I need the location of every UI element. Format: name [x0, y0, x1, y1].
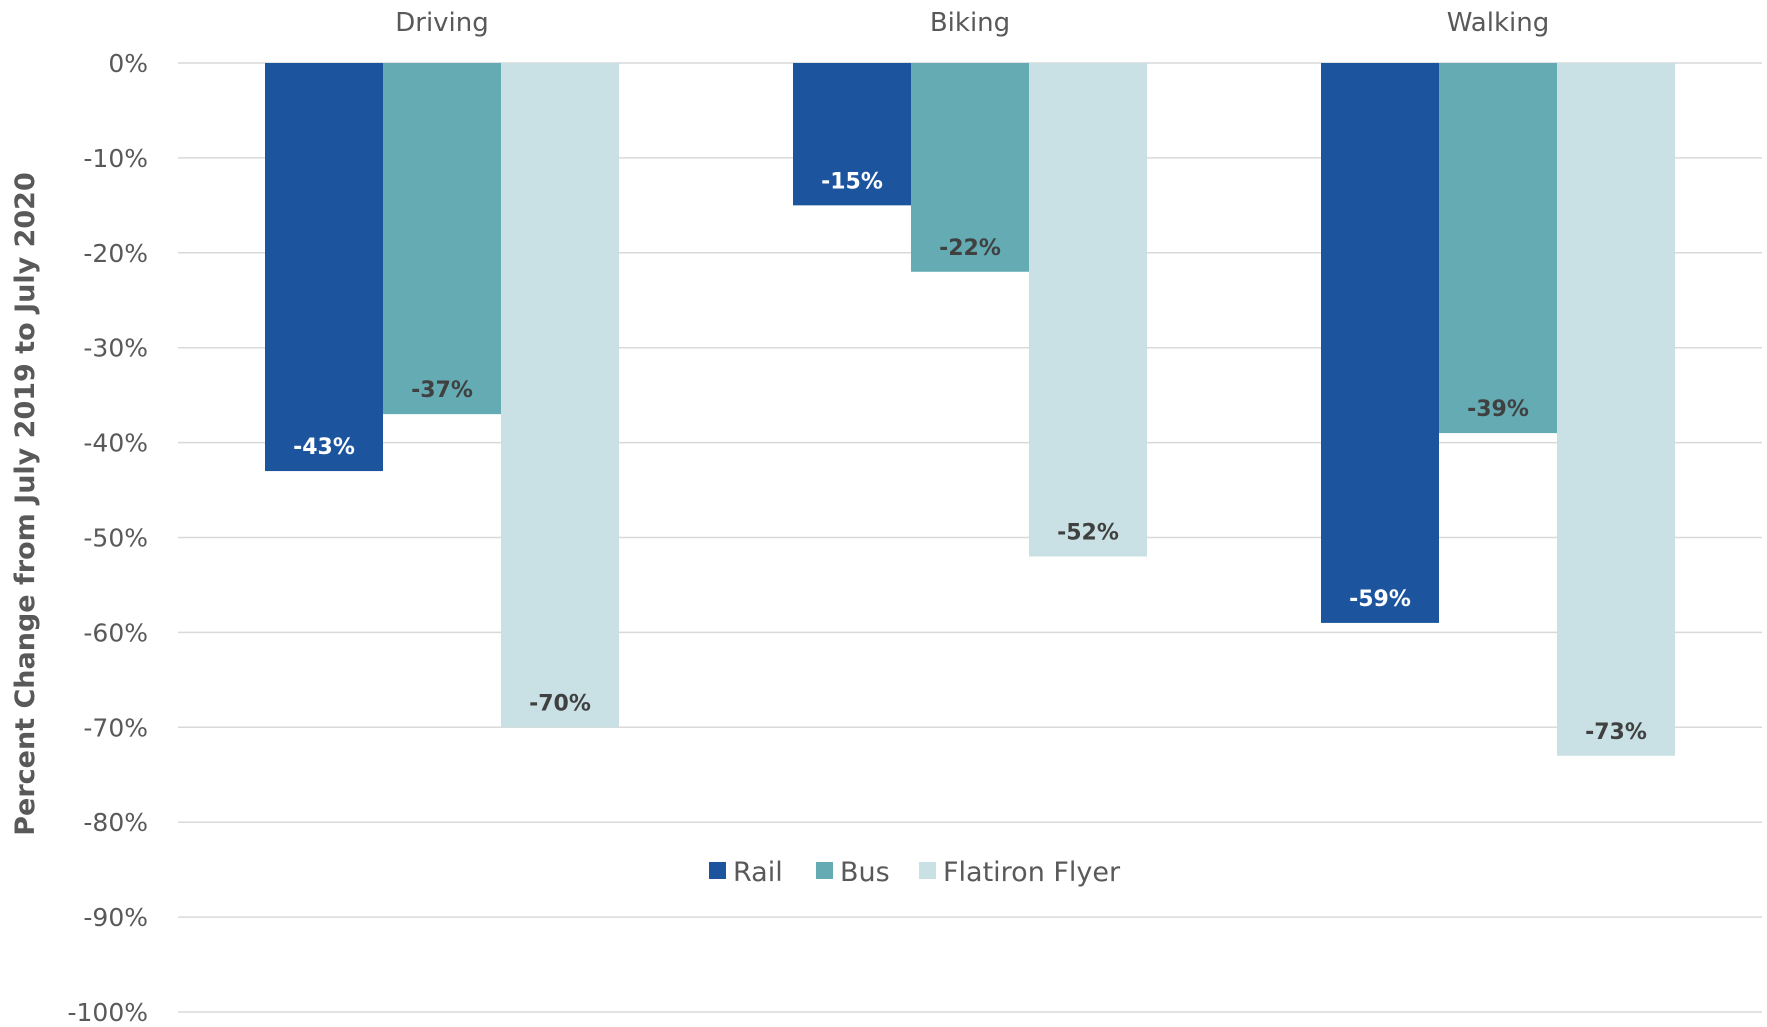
- legend-label: Rail: [733, 857, 783, 888]
- bar: [501, 63, 619, 728]
- y-tick-label: 0%: [108, 49, 148, 78]
- y-tick-label: -40%: [83, 429, 148, 458]
- category-label: Driving: [395, 8, 489, 38]
- legend-swatch: [816, 862, 833, 879]
- bar: [1557, 63, 1675, 756]
- bars: [265, 63, 1675, 756]
- y-tick-label: -90%: [83, 903, 148, 932]
- bar: [793, 63, 911, 206]
- data-label: -52%: [1057, 520, 1119, 545]
- data-label: -59%: [1349, 587, 1411, 612]
- data-label: -73%: [1585, 720, 1647, 745]
- y-tick-label: -80%: [83, 808, 148, 837]
- data-label: -37%: [411, 378, 473, 403]
- category-label: Walking: [1447, 8, 1549, 38]
- legend-swatch: [919, 862, 936, 879]
- y-axis-label: Percent Change from July 2019 to July 20…: [10, 172, 41, 836]
- legend-label: Flatiron Flyer: [943, 857, 1121, 888]
- bar: [1029, 63, 1147, 557]
- bar: [1439, 63, 1557, 434]
- data-label: -39%: [1467, 397, 1529, 422]
- y-axis-ticks: 0% -10% -20% -30% -40% -50% -60% -70% -80% -90% -1…: [68, 49, 149, 1027]
- bar: [265, 63, 383, 472]
- y-tick-label: -70%: [83, 713, 148, 742]
- bar: [383, 63, 501, 415]
- data-labels: -43% -37% -70% -15% -22% -52% -59% -39% -73%: [293, 169, 1647, 744]
- y-tick-label: -30%: [83, 334, 148, 363]
- bar: [911, 63, 1029, 272]
- y-tick-label: -10%: [83, 144, 148, 173]
- bar: [1321, 63, 1439, 623]
- y-tick-label: -100%: [68, 998, 149, 1027]
- y-tick-label: -20%: [83, 239, 148, 268]
- category-labels: Driving Biking Walking: [395, 8, 1549, 38]
- legend-swatch: [709, 862, 726, 879]
- category-label: Biking: [930, 8, 1010, 38]
- legend: Rail Bus Flatiron Flyer: [709, 857, 1121, 888]
- y-tick-label: -50%: [83, 524, 148, 553]
- data-label: -43%: [293, 435, 355, 460]
- data-label: -15%: [821, 169, 883, 194]
- data-label: -22%: [939, 236, 1001, 261]
- data-label: -70%: [529, 691, 591, 716]
- legend-label: Bus: [840, 857, 890, 888]
- y-tick-label: -60%: [83, 618, 148, 647]
